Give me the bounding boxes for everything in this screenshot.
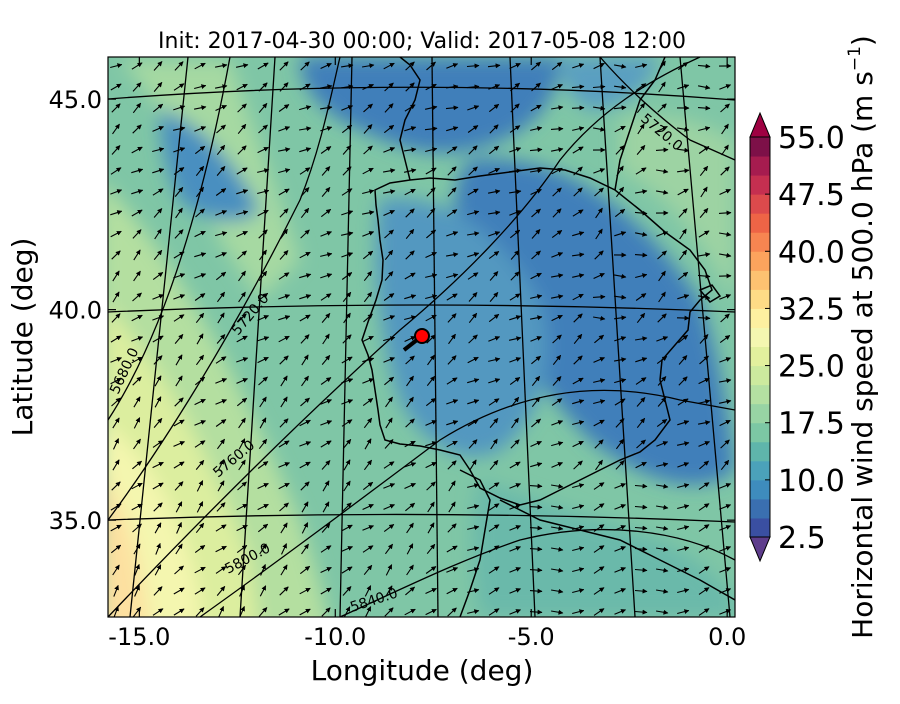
- colorbar-segment: [750, 251, 770, 271]
- colorbar-segment: [750, 327, 770, 347]
- x-tick-label: -10.0: [304, 623, 366, 651]
- x-tick-label: 0.0: [708, 623, 746, 651]
- colorbar-tick-label: 47.5: [778, 178, 845, 213]
- colorbar-tick-label: 55.0: [778, 121, 845, 156]
- x-axis-label: Longitude (deg): [311, 654, 534, 687]
- colorbar-segment: [750, 213, 770, 233]
- colorbar-label-main: Horizontal wind speed at 500.0 hPa (m s: [846, 71, 879, 639]
- map-panel: 5680.0 5720.0 5760.0 5800.0 5840.0 5720.…: [100, 57, 735, 640]
- wind-arrow: [572, 108, 584, 109]
- colorbar-segment: [750, 518, 770, 538]
- colorbar-segment: [750, 423, 770, 443]
- colorbar-segment: [750, 308, 770, 328]
- colorbar-label-close: ): [846, 35, 879, 46]
- y-tick-label: 45.0: [49, 86, 102, 114]
- colorbar-tick-label: 2.5: [778, 521, 826, 556]
- y-tick-label: 40.0: [49, 297, 102, 325]
- colorbar-segment: [750, 194, 770, 214]
- location-marker-dot: [415, 329, 429, 343]
- colorbar-segment: [750, 499, 770, 519]
- colorbar-label-exponent: −1: [845, 46, 865, 71]
- colorbar-segment: [750, 156, 770, 176]
- colorbar-segment: [750, 175, 770, 195]
- colorbar-segment: [750, 232, 770, 252]
- colorbar-segment: [750, 347, 770, 367]
- map-title: Init: 2017-04-30 00:00; Valid: 2017-05-0…: [158, 29, 686, 54]
- colorbar-segment: [750, 270, 770, 290]
- colorbar-segment: [750, 480, 770, 500]
- y-axis-label: Latitude (deg): [6, 238, 39, 437]
- y-tick-label: 35.0: [49, 507, 102, 535]
- colorbar-tick-label: 40.0: [778, 235, 845, 270]
- x-tick-label: -15.0: [108, 623, 170, 651]
- colorbar-segment: [750, 289, 770, 309]
- colorbar-segment: [750, 461, 770, 481]
- colorbar-tick-label: 10.0: [778, 464, 845, 499]
- colorbar-label: Horizontal wind speed at 500.0 hPa (m s−…: [845, 35, 879, 639]
- colorbar-segment: [750, 442, 770, 462]
- x-tick-label: -5.0: [508, 623, 555, 651]
- colorbar-tick-label: 32.5: [778, 292, 845, 327]
- colorbar-extend-low: [750, 537, 770, 561]
- colorbar-segment: [750, 385, 770, 405]
- colorbar-tick-label: 17.5: [778, 407, 845, 442]
- colorbar-ticks: 2.5 10.0 17.5 25.0 32.5 40.0 47.5 55.0: [765, 121, 845, 556]
- colorbar-tick-label: 25.0: [778, 350, 845, 385]
- colorbar: [750, 113, 770, 561]
- colorbar-segment: [750, 404, 770, 424]
- colorbar-segment: [750, 366, 770, 386]
- colorbar-extend-high: [750, 113, 770, 137]
- colorbar-segment: [750, 137, 770, 157]
